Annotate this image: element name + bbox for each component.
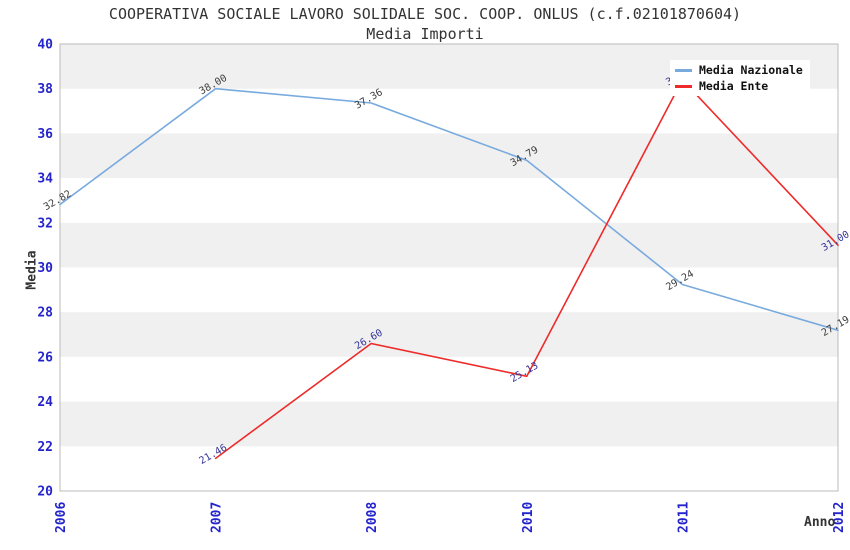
x-tick-label: 2007 xyxy=(210,502,225,533)
y-tick-label: 20 xyxy=(37,485,53,500)
y-tick-label: 28 xyxy=(37,306,53,321)
plot-border xyxy=(59,43,839,492)
legend-label: Media Nazionale xyxy=(699,63,803,77)
y-axis-title: Media xyxy=(24,250,40,290)
data-point-label: 29.24 xyxy=(664,269,696,294)
grid-band xyxy=(60,222,838,268)
y-tick-label: 40 xyxy=(37,38,53,53)
y-tick-label: 32 xyxy=(37,216,53,231)
grid-band xyxy=(60,312,838,357)
y-tick-label: 38 xyxy=(37,82,53,97)
y-tick-label: 34 xyxy=(37,172,53,187)
x-tick-label: 2006 xyxy=(54,502,69,533)
data-point-label: 32.82 xyxy=(42,189,74,214)
legend-item-media-ente[interactable]: Media Ente xyxy=(675,78,805,94)
y-tick-label: 24 xyxy=(37,395,53,410)
chart-title: COOPERATIVA SOCIALE LAVORO SOLIDALE SOC.… xyxy=(108,5,742,23)
legend-item-media-nazionale[interactable]: Media Nazionale xyxy=(675,62,805,78)
series-line-media-ente xyxy=(214,79,839,460)
series-line-media-nazionale xyxy=(59,87,839,332)
media-nazionale-line-swatch xyxy=(675,68,692,72)
y-tick-label: 22 xyxy=(37,440,53,455)
x-tick-label: 2010 xyxy=(521,502,536,533)
grid-band xyxy=(60,401,838,447)
chart-subtitle: Media Importi xyxy=(366,25,484,43)
media-ente-line-swatch xyxy=(675,84,692,88)
x-tick-label: 2012 xyxy=(832,502,847,533)
y-tick-label: 36 xyxy=(37,127,53,142)
legend-label: Media Ente xyxy=(699,79,769,93)
y-tick-label: 26 xyxy=(37,350,53,365)
x-axis-title: Anno xyxy=(804,515,836,530)
y-tick-label: 30 xyxy=(37,261,53,276)
data-point-label: 25.13 xyxy=(509,360,541,385)
x-tick-label: 2011 xyxy=(676,502,691,533)
data-point-label: 37.36 xyxy=(353,87,385,112)
grid-band xyxy=(60,133,838,179)
legend: Media Nazionale Media Ente xyxy=(670,60,810,96)
x-tick-label: 2008 xyxy=(365,502,380,533)
